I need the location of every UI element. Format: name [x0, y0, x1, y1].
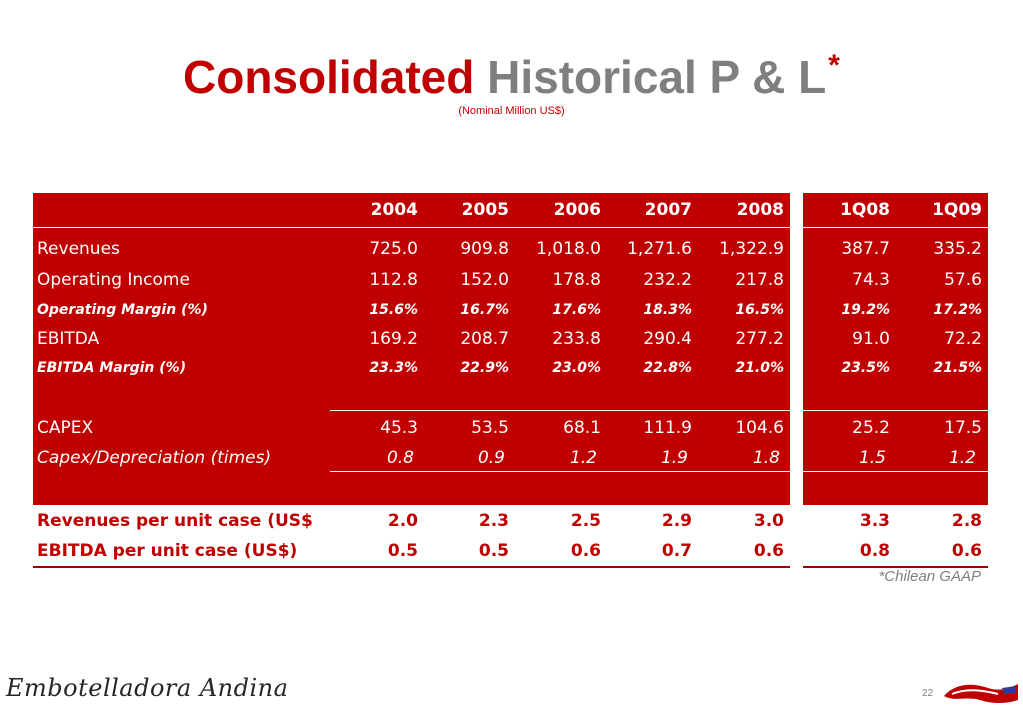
table-cell: 74.3: [852, 270, 890, 290]
table-cell: 23.5%: [841, 360, 890, 376]
table-cell: 18.3%: [643, 302, 692, 318]
table-cell: 232.2: [643, 270, 692, 290]
table-cell: 1,322.9: [719, 239, 784, 259]
table-cell: 22.8%: [643, 360, 692, 376]
table-cell: 23.0%: [552, 360, 601, 376]
row-label-ebitda-margin: EBITDA Margin (%): [37, 360, 187, 376]
table-cell: 178.8: [552, 270, 601, 290]
table-cell: 0.9: [477, 448, 505, 468]
header-divider: [33, 227, 790, 228]
row-label-ebitda: EBITDA: [37, 329, 100, 349]
col-header: 2005: [461, 200, 509, 220]
table-cell: 22.9%: [460, 360, 509, 376]
table-cell: 0.5: [478, 541, 509, 561]
table-cell: 387.7: [841, 239, 890, 259]
row-label-revenues-per-unit-case: Revenues per unit case (US$: [37, 511, 313, 531]
table-cell: 1,018.0: [536, 239, 601, 259]
table-cell: 3.3: [859, 511, 890, 531]
row-label-operating-margin: Operating Margin (%): [37, 302, 208, 318]
title-asterisk: *: [828, 49, 840, 82]
table-cell: 217.8: [735, 270, 784, 290]
table-cell: 3.0: [753, 511, 784, 531]
table-cell: 1.9: [660, 448, 688, 468]
table-cell: 23.3%: [369, 360, 418, 376]
col-header: 2004: [370, 200, 418, 220]
row-label-capex: CAPEX: [37, 418, 94, 438]
table-cell: 19.2%: [841, 302, 890, 318]
table-cell: 208.7: [460, 329, 509, 349]
capex-divider-q: [803, 410, 988, 411]
table-cell: 152.0: [460, 270, 509, 290]
company-logo: Embotelladora Andina: [6, 674, 289, 702]
table-cell: 277.2: [735, 329, 784, 349]
brand-mark-icon: [944, 684, 1018, 703]
header-divider-q: [803, 227, 988, 228]
page-number: 22: [922, 688, 934, 699]
col-header: 1Q09: [932, 200, 982, 220]
table-cell: 2.8: [951, 511, 982, 531]
table-cell: 16.7%: [460, 302, 509, 318]
table-cell: 1.2: [569, 448, 597, 468]
table-cell: 2.0: [387, 511, 418, 531]
table-cell: 25.2: [852, 418, 890, 438]
table-bottom-rule-q: [803, 566, 988, 568]
row-label-revenues: Revenues: [37, 239, 120, 259]
title-consolidated: Consolidated: [183, 51, 475, 103]
page-title: Consolidated Historical P & L*: [0, 38, 1023, 105]
table-cell: 57.6: [944, 270, 982, 290]
col-header: 1Q08: [840, 200, 890, 220]
table-cell: 2.9: [661, 511, 692, 531]
table-cell: 45.3: [380, 418, 418, 438]
table-cell: 2.5: [570, 511, 601, 531]
table-cell: 909.8: [460, 239, 509, 259]
table-cell: 53.5: [471, 418, 509, 438]
table-cell: 21.0%: [735, 360, 784, 376]
table-cell: 17.5: [944, 418, 982, 438]
table-cell: 0.6: [753, 541, 784, 561]
table-cell: 1.8: [752, 448, 780, 468]
table-cell: 0.5: [387, 541, 418, 561]
table-cell: 0.6: [570, 541, 601, 561]
table-cell: 21.5%: [933, 360, 982, 376]
table-cell: 111.9: [643, 418, 692, 438]
col-header: 2008: [736, 200, 784, 220]
table-cell: 104.6: [735, 418, 784, 438]
table-cell: 112.8: [369, 270, 418, 290]
table-cell: 1.5: [858, 448, 886, 468]
capex-depr-divider-q: [803, 471, 988, 472]
table-bottom-rule: [33, 566, 790, 568]
table-cell: 72.2: [944, 329, 982, 349]
table-cell: 17.6%: [552, 302, 601, 318]
table-cell: 15.6%: [369, 302, 418, 318]
table-cell: 17.2%: [933, 302, 982, 318]
title-historical-pl: Historical P & L: [487, 51, 827, 103]
row-label-ebitda-per-unit-case: EBITDA per unit case (US$): [37, 541, 298, 561]
capex-depr-divider: [330, 471, 790, 472]
table-cell: 1,271.6: [627, 239, 692, 259]
table-cell: 169.2: [369, 329, 418, 349]
table-band-annual: [33, 193, 790, 505]
table-band-quarterly: [803, 193, 988, 505]
table-cell: 91.0: [852, 329, 890, 349]
table-cell: 335.2: [933, 239, 982, 259]
table-cell: 16.5%: [735, 302, 784, 318]
table-cell: 0.8: [859, 541, 890, 561]
table-cell: 0.6: [951, 541, 982, 561]
table-cell: 290.4: [643, 329, 692, 349]
row-label-capex-depreciation: Capex/Depreciation (times): [37, 448, 272, 468]
table-cell: 233.8: [552, 329, 601, 349]
table-cell: 0.7: [661, 541, 692, 561]
capex-divider: [330, 410, 790, 411]
col-header: 2007: [644, 200, 692, 220]
table-cell: 0.8: [386, 448, 414, 468]
table-cell: 2.3: [478, 511, 509, 531]
col-header: 2006: [553, 200, 601, 220]
table-cell: 1.2: [948, 448, 976, 468]
footnote: *Chilean GAAP: [878, 568, 981, 585]
table-cell: 725.0: [369, 239, 418, 259]
row-label-operating-income: Operating Income: [37, 270, 190, 290]
table-cell: 68.1: [563, 418, 601, 438]
subtitle: (Nominal Million US$): [458, 105, 565, 117]
